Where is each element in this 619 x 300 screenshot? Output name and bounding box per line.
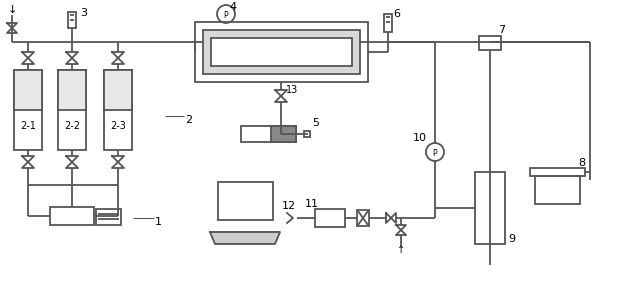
Text: 6: 6 — [393, 9, 400, 19]
Text: P: P — [223, 11, 228, 20]
Text: 12: 12 — [282, 201, 296, 211]
Text: 1: 1 — [155, 217, 162, 227]
Bar — [96, 209, 121, 225]
Text: 13: 13 — [286, 85, 298, 95]
Bar — [218, 182, 273, 220]
Text: 10: 10 — [413, 133, 427, 143]
Bar — [195, 22, 368, 82]
Text: P: P — [433, 149, 437, 158]
Polygon shape — [210, 232, 280, 244]
Bar — [104, 70, 132, 150]
Bar — [479, 36, 501, 50]
Bar — [304, 131, 310, 137]
Bar — [241, 126, 296, 142]
Text: 9: 9 — [508, 234, 515, 244]
Text: 11: 11 — [305, 199, 319, 209]
Text: 7: 7 — [498, 25, 505, 35]
Text: 4: 4 — [229, 2, 236, 12]
Bar — [211, 38, 352, 66]
Bar — [357, 210, 369, 226]
Bar — [271, 126, 296, 142]
Bar — [50, 207, 94, 225]
Text: 5: 5 — [312, 118, 319, 128]
Text: ↓: ↓ — [7, 5, 17, 15]
Text: 3: 3 — [80, 8, 87, 18]
Bar — [68, 12, 76, 28]
Bar — [14, 70, 42, 150]
Bar — [530, 168, 585, 176]
Bar — [104, 70, 132, 110]
Bar — [14, 70, 42, 110]
Text: ↑: ↑ — [397, 245, 405, 255]
Text: 2-1: 2-1 — [20, 121, 36, 131]
Text: 2: 2 — [185, 115, 192, 125]
Bar — [535, 176, 580, 204]
Bar — [203, 30, 360, 74]
Text: 8: 8 — [578, 158, 585, 168]
Text: 2-2: 2-2 — [64, 121, 80, 131]
Bar — [384, 14, 392, 32]
Bar — [58, 70, 86, 110]
Bar — [475, 172, 505, 244]
Text: 2-3: 2-3 — [110, 121, 126, 131]
Bar — [58, 70, 86, 150]
Bar — [315, 209, 345, 227]
